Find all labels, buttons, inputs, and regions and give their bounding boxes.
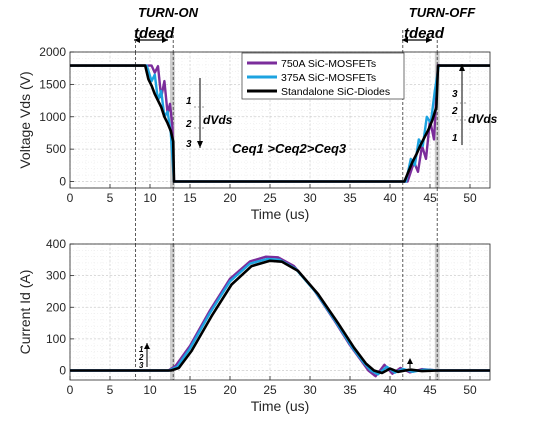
voltage-ytick-label: 0: [59, 175, 66, 189]
current-step-annotation: 1 2 3: [138, 343, 413, 370]
voltage-ylabel: Voltage Vds (V): [17, 71, 33, 168]
step-cur-3: 3: [139, 361, 144, 370]
voltage-xtick-label: 45: [423, 191, 437, 205]
voltage-xtick-label: 15: [183, 191, 197, 205]
legend-label-diodes: Standalone SiC-Diodes: [281, 86, 390, 98]
current-series-3-line: [70, 259, 490, 375]
current-xlabel: Time (us): [251, 398, 310, 414]
voltage-ytick-label: 1500: [39, 77, 66, 91]
current-switch-zone: [170, 244, 175, 380]
dvds-on-annotation: 1 2 3 dVds: [185, 78, 233, 150]
current-xtick-label: 0: [67, 383, 74, 397]
current-xtick-label: 25: [263, 383, 277, 397]
current-xtick-label: 50: [463, 383, 477, 397]
current-ylabel: Current Id (A): [17, 270, 33, 355]
voltage-xtick-label: 35: [343, 191, 357, 205]
current-plot: 0 5 10 15 20 25 30 35 40 45 50 0 100 200 300 400 Time (u…: [17, 237, 491, 414]
dvds-off-annotation: 3 2 1 dVds: [451, 64, 498, 145]
current-xtick-label: 15: [183, 383, 197, 397]
current-xtick-label: 45: [423, 383, 437, 397]
tdead-off-label: tdead: [404, 25, 445, 42]
current-ytick-label: 300: [46, 269, 66, 283]
voltage-xtick-label: 25: [263, 191, 277, 205]
current-xtick-label: 20: [223, 383, 237, 397]
current-ytick-label: 200: [46, 300, 66, 314]
step-off-2: 2: [451, 106, 458, 117]
step-on-2: 2: [185, 119, 192, 130]
ceq-annotation: Ceq1 >Ceq2>Ceq3: [232, 141, 347, 156]
current-xtick-label: 35: [343, 383, 357, 397]
voltage-xtick-label: 40: [383, 191, 397, 205]
turn-on-label: TURN-ON: [138, 5, 199, 20]
current-ytick-label: 0: [59, 364, 66, 378]
current-xtick-label: 5: [107, 383, 114, 397]
current-axes-box: [69, 243, 491, 381]
step-on-1: 1: [186, 96, 192, 107]
turn-off-label: TURN-OFF: [409, 5, 476, 20]
current-xtick-label: 40: [383, 383, 397, 397]
legend-item-375a: 375A SiC-MOSFETs: [247, 72, 376, 84]
current-ytick-label: 100: [46, 332, 66, 346]
tdead-on-label: tdead: [134, 25, 175, 42]
voltage-xtick-label: 5: [107, 191, 114, 205]
dvds-on-label: dVds: [203, 113, 233, 127]
legend-label-375a: 375A SiC-MOSFETs: [281, 72, 376, 84]
legend: 750A SiC-MOSFETs 375A SiC-MOSFETs Standa…: [241, 52, 405, 100]
legend-item-diodes: Standalone SiC-Diodes: [247, 86, 390, 98]
current-series-2-line: [70, 257, 490, 376]
voltage-series-3-line: [70, 64, 490, 183]
voltage-xtick-label: 20: [223, 191, 237, 205]
step-cur-2: 2: [138, 353, 144, 362]
voltage-plot: 0 5 10 15 20 25 30 35 40 45 500500100015002000Time…: [17, 45, 491, 222]
current-xtick-label: 10: [143, 383, 157, 397]
step-off-3: 3: [452, 89, 458, 100]
step-off-1: 1: [452, 133, 458, 144]
voltage-xtick-label: 50: [463, 191, 477, 205]
voltage-xlabel: Time (us): [251, 206, 310, 222]
legend-item-750a: 750A SiC-MOSFETs: [247, 58, 376, 70]
voltage-ytick-label: 1000: [39, 110, 66, 124]
voltage-ytick-label: 500: [46, 142, 66, 156]
current-xtick-label: 30: [303, 383, 317, 397]
legend-label-750a: 750A SiC-MOSFETs: [281, 58, 376, 70]
voltage-ytick-label: 2000: [39, 45, 66, 59]
voltage-xtick-label: 30: [303, 191, 317, 205]
voltage-xtick-label: 10: [143, 191, 157, 205]
step-on-3: 3: [186, 139, 192, 150]
tdead-off-marker: tdead: [402, 25, 445, 43]
current-ytick-label: 400: [46, 237, 66, 251]
tdead-on-marker: tdead: [134, 25, 175, 43]
voltage-axes-box: [69, 51, 491, 189]
dvds-off-label: dVds: [468, 112, 498, 126]
voltage-xtick-label: 0: [67, 191, 74, 205]
step-cur-1: 1: [139, 345, 144, 354]
current-series-1-line: [70, 255, 490, 378]
